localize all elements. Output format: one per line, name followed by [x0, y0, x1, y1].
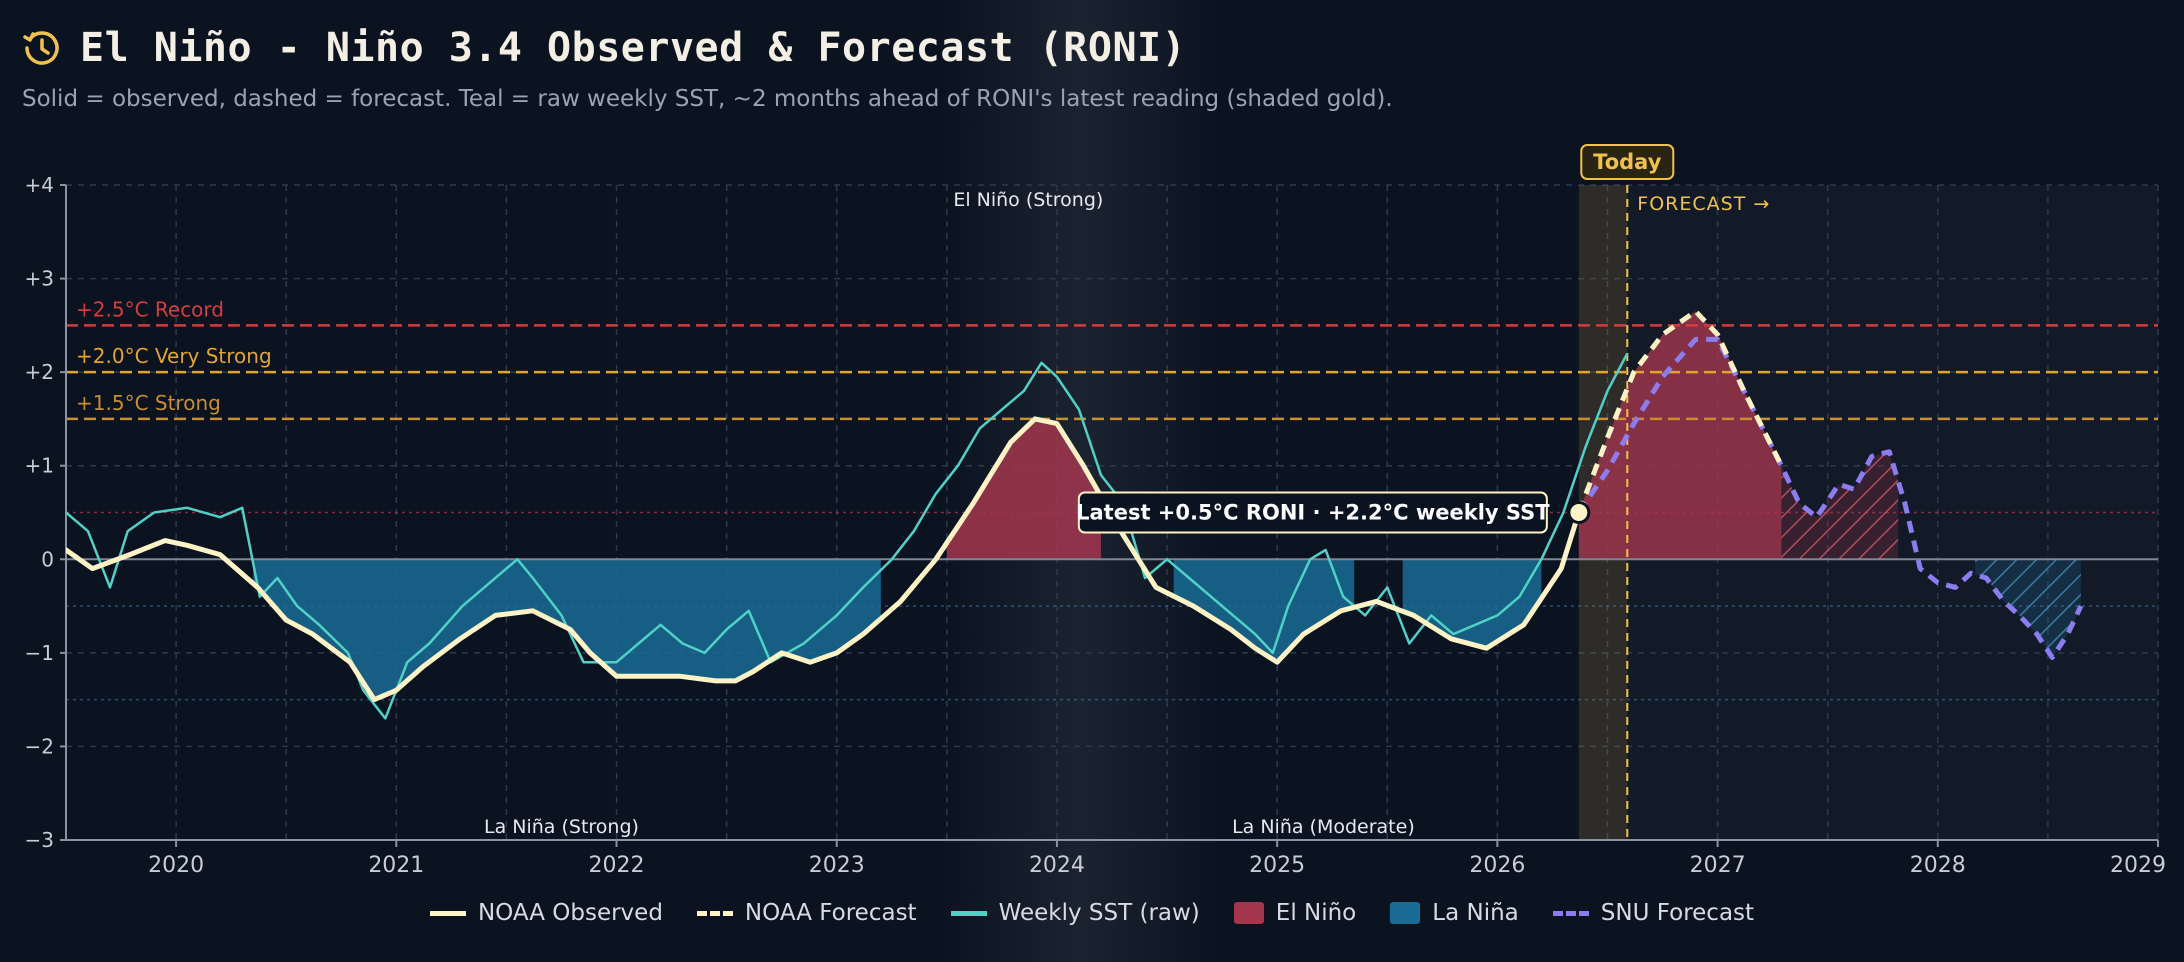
legend-item: La Niña — [1390, 900, 1519, 926]
x-tick-label: 2020 — [148, 853, 204, 878]
page-subtitle: Solid = observed, dashed = forecast. Tea… — [22, 86, 1393, 112]
legend-label: El Niño — [1275, 900, 1357, 926]
legend-item: Weekly SST (raw) — [950, 900, 1200, 926]
legend-swatch-line — [950, 910, 987, 916]
el-nino-area — [946, 418, 1101, 560]
series-weekly-sst — [66, 352, 1629, 720]
threshold-label: +1.5°C Strong — [76, 391, 221, 415]
legend-item: NOAA Forecast — [696, 900, 917, 926]
legend-swatch-line — [696, 910, 733, 916]
history-clock-icon — [23, 31, 59, 65]
la-nina-area — [1402, 559, 1542, 649]
x-tick-label: 2022 — [589, 853, 645, 878]
today-label: Today — [1593, 150, 1662, 174]
y-tick-label: +2 — [25, 360, 54, 384]
legend-item: El Niño — [1233, 900, 1357, 926]
legend-item: SNU Forecast — [1552, 900, 1755, 926]
x-tick-label: 2027 — [1690, 853, 1746, 878]
event-label: La Niña (Moderate) — [1232, 816, 1415, 838]
x-tick-label: 2028 — [1910, 853, 1966, 878]
threshold-label: +2.5°C Record — [76, 297, 224, 321]
series-noaa-forecast — [1576, 308, 1784, 514]
legend-swatch-box — [1390, 902, 1421, 924]
enso-chart: +2.5°C Record +2.0°C Very Strong +1.5°C St… — [25, 144, 2166, 878]
y-tick-label: +4 — [25, 173, 54, 197]
x-tick-label: 2024 — [1029, 853, 1085, 878]
y-tick-label: −1 — [25, 641, 54, 665]
legend-swatch-box — [1233, 902, 1264, 924]
chart-legend: NOAA Observed NOAA Forecast Weekly SST (ra… — [0, 900, 2184, 926]
legend-label: SNU Forecast — [1600, 900, 1755, 926]
event-label: El Niño (Strong) — [953, 189, 1103, 211]
y-tick-label: −3 — [25, 828, 54, 852]
legend-label: NOAA Forecast — [744, 900, 917, 926]
chart-header: El Niño - Niño 3.4 Observed & Forecast (… — [22, 20, 1186, 76]
series-noaa-observed — [66, 416, 1582, 703]
y-tick-label: +1 — [25, 454, 54, 478]
la-nina-area — [1173, 559, 1355, 663]
y-tick-label: −2 — [25, 734, 54, 758]
legend-label: NOAA Observed — [477, 900, 663, 926]
x-tick-label: 2023 — [809, 853, 865, 878]
event-label: La Niña (Strong) — [484, 816, 639, 838]
x-tick-label: 2029 — [2110, 853, 2166, 878]
latest-reading-label: Latest +0.5°C RONI · +2.2°C weekly SST — [1076, 501, 1550, 525]
x-tick-label: 2021 — [368, 853, 424, 878]
latest-reading-callout — [1077, 491, 1548, 534]
y-tick-label: 0 — [41, 547, 54, 571]
forecast-label: FORECAST → — [1637, 193, 1770, 215]
el-nino-forecast-hatched — [1781, 451, 1899, 560]
legend-label: La Niña — [1432, 900, 1519, 926]
legend-swatch-line — [1552, 910, 1589, 916]
y-tick-label: +3 — [25, 267, 54, 291]
legend-label: Weekly SST (raw) — [998, 900, 1200, 926]
la-nina-area — [253, 559, 881, 700]
today-badge — [1580, 144, 1675, 180]
legend-swatch-line — [429, 910, 466, 916]
legend-item: NOAA Observed — [429, 900, 663, 926]
x-tick-label: 2025 — [1249, 853, 1305, 878]
la-nina-forecast-hatched — [1975, 559, 2081, 658]
page-title: El Niño - Niño 3.4 Observed & Forecast (… — [80, 25, 1187, 71]
latest-reading-point — [1567, 501, 1591, 524]
x-tick-label: 2026 — [1469, 853, 1525, 878]
threshold-label: +2.0°C Very Strong — [76, 344, 272, 368]
